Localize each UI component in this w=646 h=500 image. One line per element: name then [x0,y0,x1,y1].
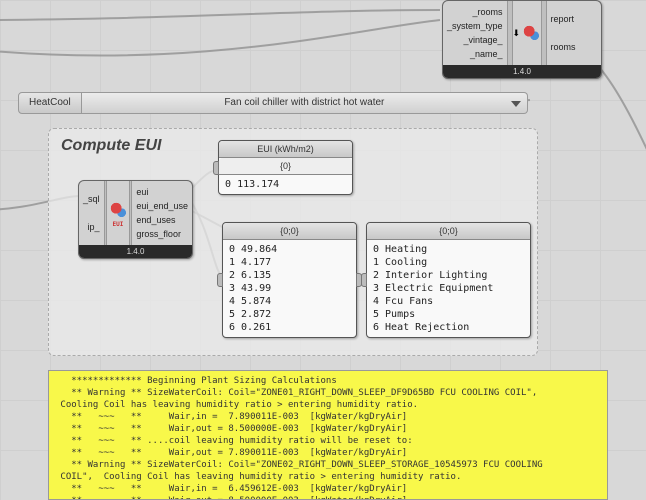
panel-uses[interactable]: {0;0} 0 Heating1 Cooling2 Interior Light… [366,222,531,338]
ladybug-icon [520,22,540,44]
version-badge: 1.4.0 [79,245,192,258]
list-item: 5 2.872 [229,308,350,321]
list-item: 5 Pumps [373,308,524,321]
input-vintage[interactable]: _vintage_ [447,33,503,47]
panel-input-nub[interactable] [213,161,219,175]
eui-component[interactable]: _sql ip_ EUI eui eui_end_use end_uses gr… [78,180,193,259]
list-item: 4 5.874 [229,295,350,308]
input-name[interactable]: _name_ [447,47,503,61]
branch-label: {0;0} [367,223,530,240]
input-rooms[interactable]: _rooms [447,5,503,19]
list-item: 0 49.864 [229,243,350,256]
branch-label: {0;0} [223,223,356,240]
output-eui[interactable]: eui [136,185,188,199]
ladybug-icon [107,199,129,221]
list-item: 2 6.135 [229,269,350,282]
output-eui-end-use[interactable]: eui_end_use [136,199,188,213]
hvac-component[interactable]: _rooms _system_type _vintage_ _name_ ⬇ r… [442,0,602,79]
panel-input-nub[interactable] [217,273,223,287]
panel-input-nub[interactable] [361,273,367,287]
panel-eui-list: 0 113.174 [219,175,352,194]
output-end-uses[interactable]: end_uses [136,213,188,227]
input-system-type[interactable]: _system_type [447,19,503,33]
panel-values[interactable]: {0;0} 0 49.8641 4.1772 6.1353 43.994 5.8… [222,222,357,338]
list-item: 2 Interior Lighting [373,269,524,282]
param-label: HeatCool [18,92,82,114]
output-gross-floor[interactable]: gross_floor [136,227,188,241]
input-ip[interactable]: ip_ [83,220,100,234]
heatcool-param[interactable]: HeatCool Fan coil chiller with district … [18,92,528,114]
list-item: 6 Heat Rejection [373,321,524,334]
version-badge: 1.4.0 [443,65,601,78]
list-item: 1 4.177 [229,256,350,269]
branch-label: {0} [219,158,352,175]
list-item: 1 Cooling [373,256,524,269]
eui-tag: EUI [113,221,124,228]
list-item: 3 Electric Equipment [373,282,524,295]
panel-eui[interactable]: EUI (kWh/m2) {0} 0 113.174 [218,140,353,195]
panel-title: EUI (kWh/m2) [219,141,352,158]
input-sql[interactable]: _sql [83,192,100,206]
panel-uses-list: 0 Heating1 Cooling2 Interior Lighting3 E… [367,240,530,337]
list-item: 4 Fcu Fans [373,295,524,308]
list-item: 3 43.99 [229,282,350,295]
warning-log-panel[interactable]: ************* Beginning Plant Sizing Cal… [48,370,608,500]
list-item: 0 Heating [373,243,524,256]
panel-values-list: 0 49.8641 4.1772 6.1353 43.994 5.8745 2.… [223,240,356,337]
list-item: 6 0.261 [229,321,350,334]
param-value-dropdown[interactable]: Fan coil chiller with district hot water [82,92,528,114]
output-rooms[interactable]: rooms [551,40,576,54]
output-report[interactable]: report [551,12,576,26]
